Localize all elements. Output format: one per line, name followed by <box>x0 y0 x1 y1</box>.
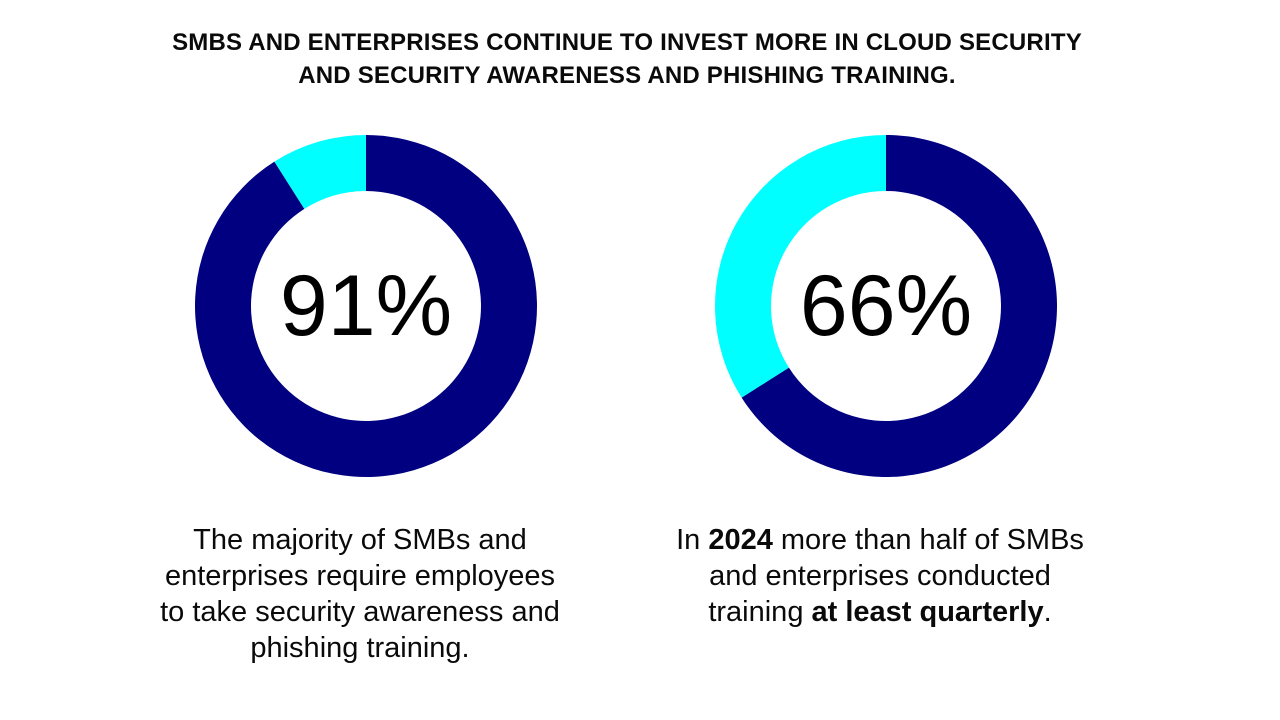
donut-1-slice-primary <box>194 135 537 477</box>
donut-chart-2-svg: 66% <box>715 135 1057 478</box>
donut-1-percentage-label: 91% <box>280 258 452 354</box>
donut-chart-1: 91% <box>194 134 538 478</box>
donut-1-slice-remainder <box>274 135 366 209</box>
caption-2-part-1: In <box>676 524 709 556</box>
donut-2-percentage-label: 66% <box>800 258 972 354</box>
caption-2-year: 2024 <box>708 524 773 556</box>
caption-2-frequency: at least quarterly <box>811 596 1044 628</box>
caption-2-part-3: . <box>1043 596 1052 628</box>
donut-chart-1-svg: 91% <box>194 135 537 477</box>
caption-2: In 2024 more than half of SMBs and enter… <box>670 522 1090 630</box>
caption-1: The majority of SMBs and enterprises req… <box>160 524 560 664</box>
headline-line-1: SMBS AND ENTERPRISES CONTINUE TO INVEST … <box>172 29 1082 56</box>
headline: SMBS AND ENTERPRISES CONTINUE TO INVEST … <box>0 26 1254 92</box>
donut-2-slice-remainder <box>715 135 886 398</box>
donut-chart-2: 66% <box>714 134 1058 478</box>
caption-2-part-2: more than half of SMBs and enterprises c… <box>708 524 1084 628</box>
headline-line-2: AND SECURITY AWARENESS AND PHISHING TRAI… <box>298 62 956 89</box>
donut-2-slice-primary <box>741 135 1057 478</box>
